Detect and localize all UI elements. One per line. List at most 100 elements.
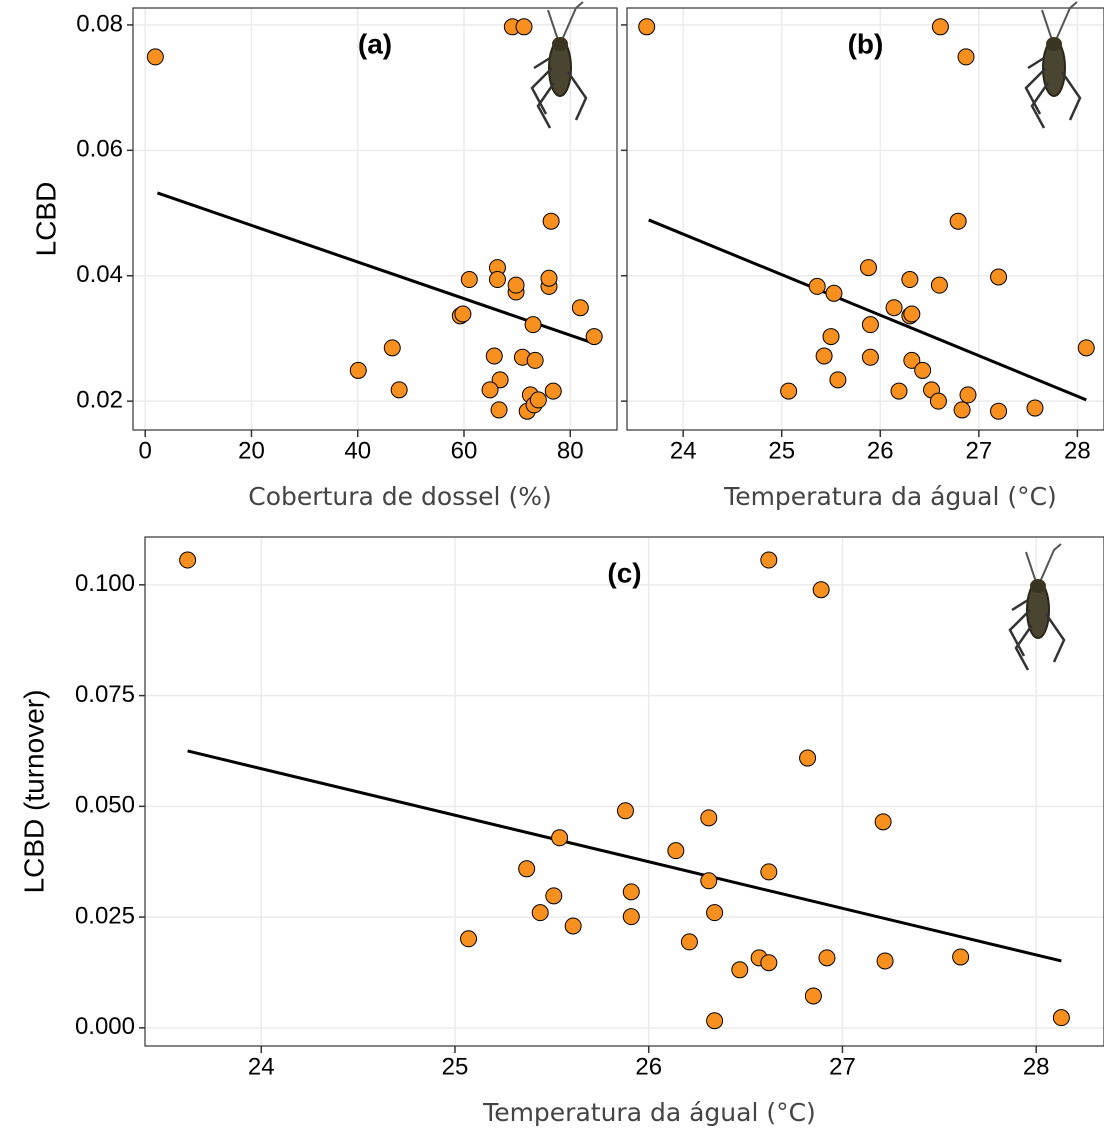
point [571, 299, 589, 317]
y-tick-label: 0.02 [76, 386, 123, 413]
x-tick-label: 28 [1064, 437, 1091, 464]
x-tick-label: 25 [768, 437, 795, 464]
x-axis-title: Cobertura de dossel (%) [248, 482, 551, 511]
x-tick-label: 24 [248, 1053, 275, 1080]
y-tick-label: 0.04 [76, 261, 123, 288]
point [616, 802, 634, 820]
plot-border [144, 536, 1104, 1047]
point [903, 305, 921, 323]
point [804, 987, 822, 1005]
x-tick-label: 40 [344, 437, 371, 464]
x-axis-title: Temperatura da águal (°C) [482, 1098, 816, 1127]
y-axis-title: LCBD [30, 182, 61, 257]
y-tick-label: 0.100 [75, 570, 135, 597]
x-tick-label: 80 [557, 437, 584, 464]
point [485, 347, 503, 365]
point [957, 48, 975, 66]
point [622, 883, 640, 901]
point [545, 887, 563, 905]
plot-border [132, 7, 618, 431]
point [700, 809, 718, 827]
point [490, 401, 508, 419]
point [542, 212, 560, 230]
panel: 24 25 26 27 28 0.000 0.025 0.050 0.075 0.100 (c) Te… [18, 536, 1104, 1127]
x-tick-label: 26 [867, 437, 894, 464]
fit-line [156, 191, 595, 345]
point [780, 382, 798, 400]
x-tick-label: 24 [670, 437, 697, 464]
point [959, 386, 977, 404]
point [949, 212, 967, 230]
plot-background [145, 537, 1104, 1046]
point [990, 268, 1008, 286]
panel-title: (b) [848, 28, 884, 59]
point [929, 392, 947, 410]
x-tick-label: 28 [1023, 1053, 1050, 1080]
point [930, 276, 948, 294]
point [799, 749, 817, 767]
point [585, 328, 603, 346]
point [760, 863, 778, 881]
point [914, 361, 932, 379]
point [808, 277, 826, 295]
point [349, 361, 367, 379]
point [874, 813, 892, 831]
point [491, 371, 509, 389]
point [564, 917, 582, 935]
point [526, 351, 544, 369]
x-tick-label: 60 [451, 437, 478, 464]
x-axis-title: Temperatura da águal (°C) [723, 482, 1057, 511]
point [706, 904, 724, 922]
point [680, 933, 698, 951]
point [544, 382, 562, 400]
plot-border [626, 7, 1104, 431]
fit-line [648, 218, 1087, 402]
fit-line [187, 749, 1062, 963]
point [990, 402, 1008, 420]
point [390, 381, 408, 399]
x-tick-label: 27 [829, 1053, 856, 1080]
point [731, 961, 749, 979]
x-tick-label: 27 [965, 437, 992, 464]
point [515, 18, 533, 36]
point [931, 18, 949, 36]
point [179, 551, 197, 569]
point [524, 316, 542, 334]
point [825, 284, 843, 302]
point [901, 271, 919, 289]
point [1052, 1009, 1070, 1027]
x-tick-label: 20 [238, 437, 265, 464]
point [818, 949, 836, 967]
point [760, 551, 778, 569]
point [638, 18, 656, 36]
point [383, 339, 401, 357]
point [460, 930, 478, 948]
y-tick-label: 0.025 [75, 902, 135, 929]
point [953, 401, 971, 419]
y-tick-label: 0.06 [76, 136, 123, 163]
y-tick-label: 0.000 [75, 1013, 135, 1040]
point [876, 952, 894, 970]
point [861, 348, 879, 366]
point [952, 948, 970, 966]
x-tick-label: 0 [139, 437, 152, 464]
point [1026, 399, 1044, 417]
point [760, 954, 778, 972]
panel-title: (a) [358, 28, 392, 59]
panel: 24 25 26 27 28 (b) Temperatura da águal (°C) [621, 0, 1104, 511]
y-axis-title: LCBD (turnover) [18, 690, 49, 894]
point [903, 351, 921, 369]
point [507, 276, 525, 294]
point [481, 381, 499, 399]
point [460, 271, 478, 289]
panel-title: (c) [607, 557, 641, 588]
point [859, 259, 877, 277]
point [146, 48, 164, 66]
point [885, 299, 903, 317]
point [454, 305, 472, 323]
point [518, 860, 536, 878]
point [488, 271, 506, 289]
x-tick-label: 26 [635, 1053, 662, 1080]
point [822, 328, 840, 346]
